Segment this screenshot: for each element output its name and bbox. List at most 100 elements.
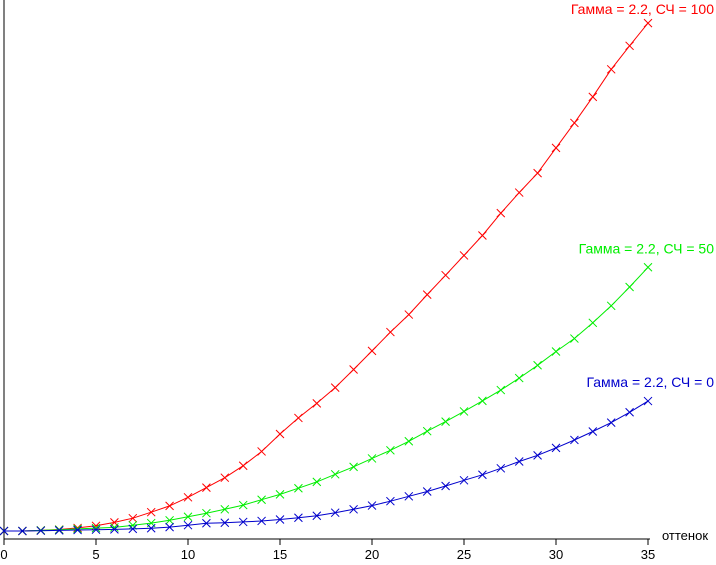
x-tick-label: 35 bbox=[641, 547, 655, 562]
data-point-marker bbox=[257, 495, 266, 505]
data-point-marker bbox=[312, 477, 322, 487]
series-layer bbox=[0, 18, 653, 536]
data-point-marker bbox=[478, 231, 487, 240]
data-point-marker bbox=[643, 262, 653, 272]
series-line bbox=[4, 266, 649, 532]
data-point-marker bbox=[404, 491, 414, 501]
data-point-marker bbox=[128, 520, 138, 530]
data-point-marker bbox=[514, 457, 524, 466]
data-point-marker bbox=[570, 334, 579, 343]
data-point-marker bbox=[441, 481, 450, 491]
data-point-marker bbox=[422, 487, 432, 496]
data-point-marker bbox=[533, 450, 542, 460]
data-point-marker bbox=[606, 301, 616, 311]
data-point-marker bbox=[588, 427, 598, 436]
series-1 bbox=[0, 262, 653, 536]
data-point-marker bbox=[202, 518, 211, 528]
data-point-marker bbox=[570, 118, 579, 128]
data-point-marker bbox=[551, 347, 561, 356]
data-point-marker bbox=[588, 92, 598, 102]
x-tick-label: 30 bbox=[549, 547, 563, 562]
data-point-marker bbox=[18, 526, 27, 536]
data-point-marker bbox=[128, 513, 138, 523]
data-point-marker bbox=[275, 429, 285, 439]
data-point-marker bbox=[349, 365, 358, 374]
data-point-marker bbox=[54, 525, 64, 535]
data-point-marker bbox=[73, 523, 82, 533]
data-point-marker bbox=[496, 385, 506, 395]
data-point-marker bbox=[570, 435, 579, 445]
data-point-marker bbox=[588, 318, 598, 328]
data-point-marker bbox=[330, 383, 340, 392]
data-point-marker bbox=[459, 251, 469, 260]
data-point-marker bbox=[73, 525, 82, 535]
data-point-marker bbox=[220, 518, 230, 528]
data-point-marker bbox=[367, 454, 377, 463]
data-point-marker bbox=[73, 524, 82, 534]
data-point-marker bbox=[165, 515, 174, 525]
data-point-marker bbox=[294, 483, 303, 493]
axes: оттенок bbox=[3, 0, 708, 543]
series-label-0: Гамма = 2.2, СЧ = 100 bbox=[571, 1, 714, 17]
series-0 bbox=[0, 18, 653, 536]
data-point-marker bbox=[551, 443, 561, 453]
x-tick-label: 5 bbox=[92, 547, 99, 562]
x-tick-label: 0 bbox=[0, 547, 7, 562]
data-point-marker bbox=[496, 463, 506, 473]
series-label-2: Гамма = 2.2, СЧ = 0 bbox=[586, 374, 714, 390]
data-point-marker bbox=[257, 516, 266, 526]
data-point-marker bbox=[441, 417, 450, 427]
data-point-marker bbox=[367, 346, 377, 356]
data-point-marker bbox=[183, 512, 193, 522]
data-point-marker bbox=[643, 18, 653, 28]
series-line bbox=[4, 400, 649, 532]
data-point-marker bbox=[533, 360, 542, 370]
data-point-marker bbox=[606, 418, 616, 427]
data-point-marker bbox=[606, 64, 616, 74]
data-point-marker bbox=[146, 523, 156, 533]
x-axis-label: оттенок bbox=[662, 528, 708, 543]
data-point-marker bbox=[330, 508, 340, 518]
x-tick-label: 15 bbox=[273, 547, 287, 562]
data-point-marker bbox=[625, 282, 634, 292]
data-point-marker bbox=[220, 473, 230, 483]
data-point-marker bbox=[36, 526, 46, 536]
x-tick-label: 10 bbox=[181, 547, 195, 562]
data-point-marker bbox=[128, 524, 138, 534]
data-point-marker bbox=[146, 507, 156, 517]
data-point-marker bbox=[422, 290, 432, 299]
data-point-marker bbox=[404, 436, 414, 446]
data-point-marker bbox=[330, 469, 340, 479]
data-point-marker bbox=[625, 41, 634, 51]
series-2 bbox=[0, 396, 653, 536]
data-point-marker bbox=[183, 520, 193, 530]
data-point-marker bbox=[91, 525, 101, 535]
data-point-marker bbox=[238, 461, 248, 471]
data-point-marker bbox=[441, 270, 450, 280]
data-point-marker bbox=[514, 373, 524, 383]
data-point-marker bbox=[275, 490, 285, 499]
data-point-marker bbox=[238, 517, 248, 527]
data-point-marker bbox=[312, 398, 322, 408]
data-point-marker bbox=[533, 168, 542, 178]
data-point-marker bbox=[275, 515, 285, 524]
x-ticks: 0 5 10 15 20 25 30 35 bbox=[0, 539, 655, 562]
series-label-1: Гамма = 2.2, СЧ = 50 bbox=[579, 240, 715, 256]
x-tick-label: 20 bbox=[365, 547, 379, 562]
data-point-marker bbox=[643, 396, 653, 406]
data-point-marker bbox=[294, 413, 303, 423]
data-point-marker bbox=[220, 504, 230, 514]
series-labels: Гамма = 2.2, СЧ = 100 Гамма = 2.2, СЧ = 5… bbox=[571, 1, 714, 390]
data-point-marker bbox=[165, 501, 174, 511]
data-point-marker bbox=[386, 327, 395, 337]
x-tick-label: 25 bbox=[457, 547, 471, 562]
data-point-marker bbox=[0, 526, 9, 536]
data-point-marker bbox=[551, 143, 561, 153]
data-point-marker bbox=[257, 447, 266, 456]
data-point-marker bbox=[386, 445, 395, 455]
data-point-marker bbox=[165, 522, 174, 532]
data-point-marker bbox=[238, 500, 248, 510]
data-point-marker bbox=[422, 426, 432, 436]
data-point-marker bbox=[312, 511, 322, 521]
series-line bbox=[4, 22, 649, 532]
